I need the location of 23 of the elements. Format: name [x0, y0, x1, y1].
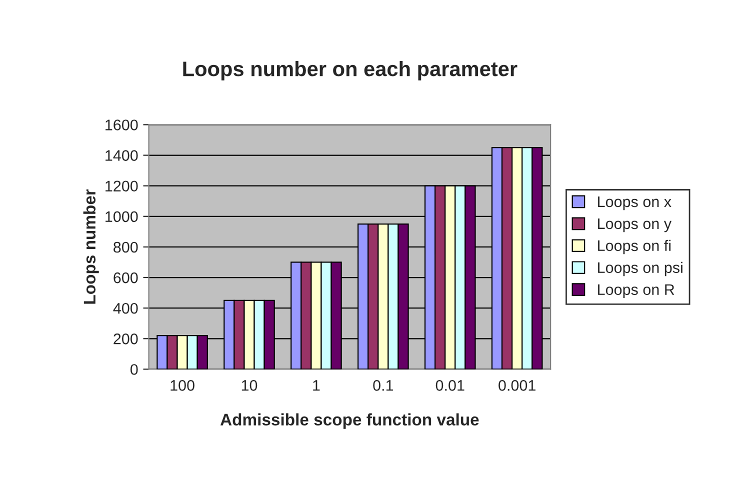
chart-title: Loops number on each parameter	[183, 60, 518, 80]
x-tick-label: 10	[242, 380, 258, 391]
legend-label: Loops on R	[598, 284, 674, 298]
legend-label: Loops on y	[598, 218, 672, 232]
y-tick-label: 600	[114, 272, 138, 284]
x-tick-label: 0.001	[498, 380, 536, 391]
y-tick-label: 200	[114, 334, 138, 344]
x-tick-label: 0.01	[436, 380, 464, 391]
legend-label: Loops on fi	[598, 240, 671, 254]
x-tick-label: 1	[313, 380, 320, 391]
legend-label: Loops on psi	[598, 262, 682, 276]
y-tick-label: 1400	[106, 150, 138, 161]
x-tick-label: 0.1	[373, 380, 394, 391]
y-tick-label: 0	[130, 364, 138, 375]
y-tick-label: 1600	[106, 120, 138, 130]
y-tick-label: 400	[113, 302, 138, 314]
x-tick-label: 100	[170, 380, 194, 391]
y-tick-label: 1200	[106, 180, 138, 192]
y-tick-label: 800	[114, 242, 138, 253]
y-axis-title: Loops number	[83, 189, 99, 304]
legend-label: Loops on x	[598, 196, 672, 210]
y-tick-label: 1000	[106, 211, 138, 222]
x-axis-title: Admissible scope function value	[220, 413, 479, 429]
